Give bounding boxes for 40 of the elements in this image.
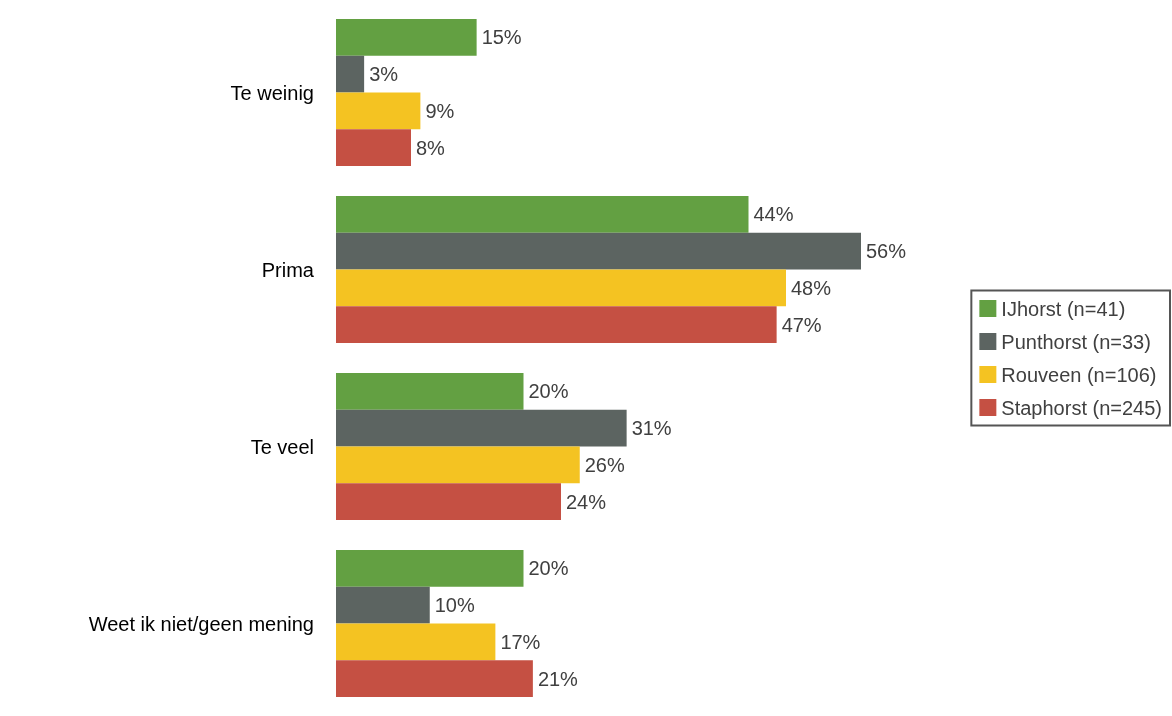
data-label: 17% [500, 630, 541, 653]
data-label: 26% [584, 453, 625, 476]
legend-label: Punthorst (n=33) [1001, 330, 1151, 353]
y-tick-label: Te veel [250, 435, 314, 458]
bar [336, 19, 477, 56]
bar [336, 129, 411, 166]
bar [336, 269, 786, 307]
bar [336, 306, 777, 343]
data-label: 56% [866, 240, 907, 263]
legend-label: Rouveen (n=106) [1001, 363, 1157, 386]
data-label: 15% [481, 26, 522, 49]
data-label: 9% [425, 99, 455, 122]
data-label: 10% [434, 594, 475, 617]
bar [336, 550, 524, 587]
bar [336, 483, 561, 520]
legend-label: Staphorst (n=245) [1001, 396, 1162, 419]
data-label: 24% [566, 490, 607, 513]
bar [336, 55, 365, 93]
bar [336, 232, 861, 270]
data-label: 47% [781, 313, 822, 336]
data-label: 8% [416, 136, 446, 159]
bar [336, 373, 524, 410]
data-label: 20% [528, 380, 569, 403]
data-label: 44% [753, 203, 794, 226]
bar [336, 409, 627, 447]
y-tick-label: Prima [261, 258, 315, 281]
bar [336, 623, 496, 661]
data-label: 3% [369, 63, 399, 86]
y-tick-label: Te weinig [230, 81, 314, 104]
data-label: 20% [528, 557, 569, 580]
bar [336, 196, 749, 233]
data-label: 21% [537, 667, 579, 690]
data-label: 48% [791, 276, 832, 299]
bar [336, 586, 430, 624]
legend-label: IJhorst (n=41) [1001, 297, 1126, 320]
bar [336, 92, 421, 130]
data-label: 31% [631, 417, 672, 440]
y-tick-label: Weet ik niet/geen mening [88, 612, 314, 635]
bar [336, 446, 580, 484]
bar [336, 660, 533, 697]
